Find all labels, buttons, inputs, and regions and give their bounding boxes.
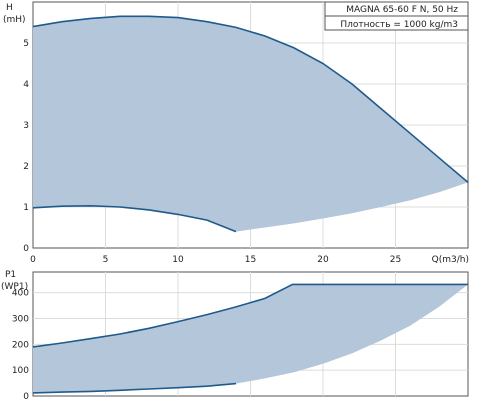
head-y-tick: 2 (23, 162, 29, 172)
power-chart: 0 100 200 300 400 P1 (WP1) (1, 270, 469, 400)
power-y-tick: 100 (12, 366, 29, 376)
head-y-axis-unit: (mH) (3, 15, 26, 25)
head-x-tick: 25 (390, 255, 401, 265)
power-y-axis-unit: (WP1) (1, 282, 28, 292)
info-box: MAGNA 65-60 F N, 50 Hz Плотность = 1000 … (324, 1, 469, 31)
head-x-axis-label: Q(m3/h) (432, 255, 469, 265)
head-operating-region (33, 16, 468, 232)
head-y-tick: 5 (23, 39, 29, 49)
info-box-density: Плотность = 1000 kg/m3 (340, 20, 458, 30)
head-chart: 0 1 2 3 4 5 0 5 10 15 20 25 H (mH) Q(m3/h) MAGNA 6… (3, 1, 469, 265)
info-box-model: MAGNA 65-60 F N, 50 Hz (346, 5, 458, 15)
power-y-tick: 200 (12, 340, 29, 350)
head-x-tick: 5 (103, 255, 109, 265)
power-min-curve (32, 382, 237, 394)
head-max-curve (32, 15, 469, 184)
head-y-tick-labels: 0 1 2 3 4 5 (23, 39, 29, 254)
head-x-tick: 15 (245, 255, 256, 265)
power-max-curve (32, 283, 468, 348)
head-min-curve (32, 204, 237, 233)
head-x-tick: 0 (30, 255, 36, 265)
power-y-tick-labels: 0 100 200 300 400 (12, 289, 29, 400)
head-x-tick: 10 (172, 255, 184, 265)
head-x-tick-labels: 0 5 10 15 20 25 (30, 255, 401, 265)
head-y-tick: 4 (23, 80, 29, 90)
power-y-tick: 300 (12, 315, 29, 325)
power-y-tick: 400 (12, 289, 29, 299)
head-y-tick: 3 (23, 121, 29, 131)
power-operating-region (33, 284, 468, 393)
power-y-tick: 0 (23, 392, 29, 400)
head-x-tick: 20 (317, 255, 329, 265)
power-y-axis-label: P1 (5, 270, 16, 280)
head-y-tick: 0 (23, 244, 29, 254)
head-y-tick: 1 (23, 203, 29, 213)
head-y-axis-label: H (6, 3, 13, 13)
